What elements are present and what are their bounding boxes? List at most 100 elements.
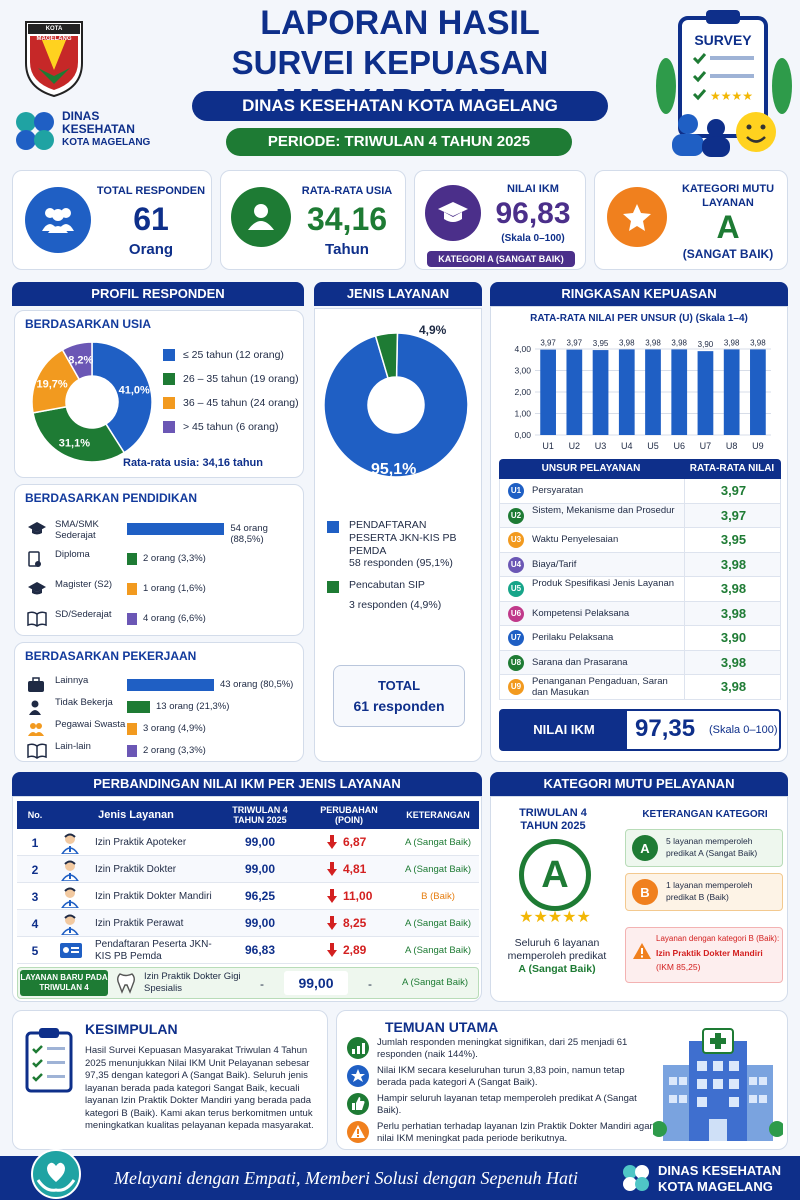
unsur-name: Biaya/Tarif <box>532 558 577 570</box>
ikm-label: NILAI IKM <box>507 183 559 195</box>
kategori-warning-box: Layanan dengan kategori B (Baik): Izin P… <box>625 927 783 983</box>
usia-legend-label: 36 – 45 tahun (24 orang) <box>183 397 299 409</box>
graduation-cap-icon <box>27 521 47 542</box>
row-keterangan: B (Baik) <box>421 891 455 902</box>
footer-bar: Melayani dengan Empati, Memberi Solusi d… <box>0 1149 800 1200</box>
people-icon <box>25 187 91 253</box>
perbandingan-header: PERBANDINGAN NILAI IKM PER JENIS LAYANAN <box>12 772 482 796</box>
bar-U8 <box>723 349 740 435</box>
usia-legend-item: > 45 tahun (6 orang) <box>163 415 303 439</box>
people-icon <box>27 721 45 742</box>
new-service-badge: LAYANAN BARU PADA TRIWULAN 4 <box>20 970 108 996</box>
warning-icon <box>347 1121 369 1148</box>
row-no: 2 <box>31 863 39 877</box>
warning-icon <box>632 942 652 965</box>
temuan-title: TEMUAN UTAMA <box>385 1019 499 1035</box>
bar-value-label: 3,98 <box>750 338 766 347</box>
bar-value-label: 3,98 <box>671 338 687 347</box>
kategori-header: KATEGORI MUTU PELAYANAN <box>490 772 788 796</box>
kategori-desc: Seluruh 6 layanan memperoleh predikat A … <box>499 937 615 976</box>
bar-label: Lainnya <box>55 675 89 686</box>
usia-average: Rata-rata usia: 34,16 tahun <box>123 457 263 469</box>
unsur-name: Sistem, Mekanisme dan Prosedur <box>532 504 675 516</box>
arrow-down-icon <box>327 889 337 908</box>
unsur-table-head: UNSUR PELAYANAN RATA-RATA NILAI <box>499 459 781 479</box>
unsur-row: U9 Penanganan Pengaduan, Saran dan Masuka… <box>499 675 781 700</box>
tooth-icon <box>116 972 136 999</box>
unsur-code-badge: U9 <box>508 679 524 695</box>
row-value: 99,00 <box>244 916 276 930</box>
kategori-desc-3: A (Sangat Baik) <box>518 963 596 975</box>
bar-fill <box>127 745 137 757</box>
period-banner: PERIODE: TRIWULAN 4 TAHUN 2025 <box>226 128 572 156</box>
warning-line-1: Layanan dengan kategori B (Baik): <box>656 934 780 943</box>
row-no: 3 <box>31 890 39 904</box>
row-service-name: Pendaftaran Peserta JKN-KIS PB Pemda <box>95 939 212 962</box>
grade-a-icon: A <box>632 835 658 861</box>
bar-fill <box>127 613 137 625</box>
bar-value: 3 orang (4,9%) <box>143 723 206 734</box>
unsur-value: 3,98 <box>684 577 782 601</box>
heart-hands-icon <box>26 1148 86 1200</box>
respondents-label: TOTAL RESPONDEN <box>96 185 206 197</box>
footer-org-1: DINAS KESEHATAN <box>658 1163 782 1178</box>
legend-swatch <box>163 421 175 433</box>
usia-slice-label: 31,1% <box>59 437 90 449</box>
unsur-row: U3 Waktu Penyelesaian 3,95 <box>499 528 781 553</box>
kategori-desc-2: memperoleh predikat <box>507 950 607 962</box>
bar-value: 4 orang (6,6%) <box>143 613 206 624</box>
org-line3: KOTA MAGELANG <box>62 137 151 148</box>
city-seal: KOTA MAGELANG <box>22 8 86 98</box>
unsur-col-value: RATA-RATA NILAI <box>689 463 775 474</box>
row-value: 99,00 <box>244 835 276 849</box>
unsur-col-name: UNSUR PELAYANAN <box>541 463 641 474</box>
jenis-legend-name: Pencabutan SIP <box>349 579 425 591</box>
unsur-code-badge: U6 <box>508 605 524 622</box>
legend-swatch <box>327 581 339 593</box>
unsur-name: Kompetensi Pelaksana <box>532 607 630 619</box>
jenis-header: JENIS LAYANAN <box>314 282 482 306</box>
kesimpulan-title: KESIMPULAN <box>85 1021 178 1037</box>
clipboard-icon <box>23 1027 75 1098</box>
usia-legend-label: 26 – 35 tahun (19 orang) <box>183 373 299 385</box>
profil-header: PROFIL RESPONDEN <box>12 282 304 306</box>
bar-value-label: 3,98 <box>619 338 635 347</box>
bar-U9 <box>750 349 766 435</box>
arrow-down-icon <box>327 862 337 881</box>
kategori-b-box: B 1 layanan memperoleh predikat B (Baik) <box>625 873 783 911</box>
col-triwulan: TRIWULAN 4 TAHUN 2025 <box>232 805 288 825</box>
pendidikan-card: BERDASARKAN PENDIDIKAN SMA/SMK Sederajat… <box>14 484 304 636</box>
star-icon <box>347 1065 369 1092</box>
bar-label: Lain-lain <box>55 741 91 752</box>
unsur-code-badge: U5 <box>508 581 524 597</box>
row-keterangan: A (Sangat Baik) <box>404 837 471 848</box>
org-logo: DINAS KESEHATAN KOTA MAGELANG <box>12 108 172 158</box>
bar-label: Pegawai Swasta <box>55 719 126 730</box>
unsur-name: Produk Spesifikasi Jenis Layanan <box>532 578 675 589</box>
ikm-value: 96,83 <box>495 197 571 230</box>
unsur-row: U5 Produk Spesifikasi Jenis Layanan 3,98 <box>499 577 781 602</box>
unsur-name: Waktu Penyelesaian <box>532 534 619 545</box>
table-row: 3 Izin Praktik Dokter Mandiri 96,25 11,00 B … <box>17 883 479 910</box>
new-service-dash2: - <box>368 977 372 991</box>
org-line2: KESEHATAN <box>62 122 135 136</box>
table-row: 4 Izin Praktik Perawat 99,00 8,25 A (Sangat … <box>17 910 479 937</box>
ringkasan-ikm-label: NILAI IKM <box>501 711 627 749</box>
bar-fill <box>127 523 225 535</box>
new-service-ket: A (Sangat Baik) <box>402 977 469 988</box>
bar-label: Tidak Bekerja <box>55 697 113 708</box>
table-row: 1 Izin Praktik Apoteker 99,00 6,87 A (Sangat… <box>17 829 479 856</box>
ikm-badge: KATEGORI A (SANGAT BAIK) <box>427 251 575 267</box>
row-service-name: Izin Praktik Perawat <box>95 918 184 929</box>
x-tick-label: U1 <box>542 441 554 451</box>
x-tick-label: U3 <box>595 441 607 451</box>
pharmacy-icon <box>59 832 83 855</box>
kesimpulan-text: Hasil Survei Kepuasan Masyarakat Triwula… <box>85 1045 314 1131</box>
donut-slice-1 <box>374 332 399 380</box>
person-icon <box>231 187 291 247</box>
bar-value-label: 3,97 <box>567 339 583 348</box>
briefcase-icon <box>27 677 45 698</box>
unsur-row: U6 Kompetensi Pelaksana 3,98 <box>499 601 781 626</box>
unsur-value: 3,97 <box>684 503 782 528</box>
row-value: 96,83 <box>244 943 276 957</box>
